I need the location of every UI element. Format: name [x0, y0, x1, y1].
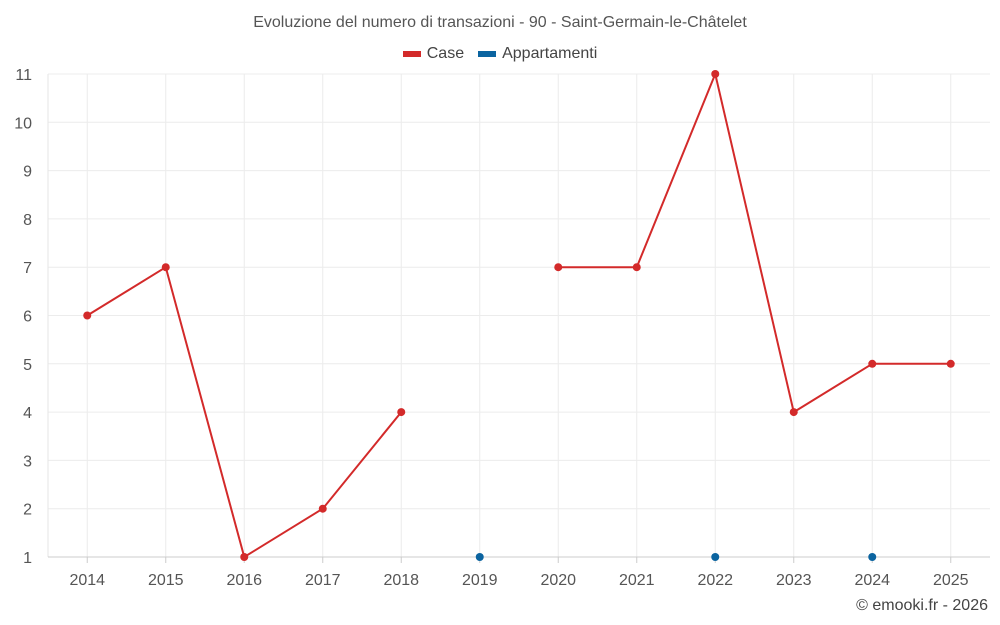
y-tick-label: 6 [23, 309, 32, 326]
y-tick-label: 9 [23, 164, 32, 181]
series-line-case [714, 73, 795, 414]
chart-title: Evoluzione del numero di transazioni - 9… [253, 14, 747, 31]
y-tick-label: 10 [14, 115, 32, 132]
series-line-case [164, 266, 246, 558]
y-tick-label: 11 [15, 67, 32, 84]
data-point-case [397, 408, 406, 417]
data-point-case [632, 263, 641, 272]
y-tick-label: 2 [23, 502, 32, 519]
legend-swatch-appartamenti [478, 51, 497, 57]
legend-label-case: Case [426, 45, 465, 62]
x-tick-label: 2021 [619, 572, 655, 589]
x-tick-label: 2020 [540, 572, 576, 589]
y-tick-label: 8 [23, 212, 32, 229]
y-tick-label: 7 [23, 260, 32, 277]
series-line-case [321, 411, 403, 510]
data-point-case [554, 263, 563, 272]
y-tick-label: 4 [23, 405, 32, 422]
series-line-case [243, 507, 324, 558]
x-tick-label: 2016 [226, 572, 262, 589]
legend-label-appartamenti: Appartamenti [502, 45, 598, 62]
data-point-case [83, 311, 92, 320]
data-point-case [946, 359, 955, 368]
series-line-case [792, 362, 874, 414]
legend-item-case[interactable]: Case [402, 45, 465, 63]
legend: Case Appartamenti [0, 45, 1000, 63]
data-point-case [789, 408, 798, 417]
y-tick-label: 1 [23, 550, 32, 567]
x-tick-label: 2023 [776, 572, 812, 589]
legend-swatch-case [402, 51, 421, 57]
data-point-case [711, 70, 720, 78]
data-point-appartamenti [475, 553, 484, 561]
x-tick-label: 2022 [697, 572, 733, 589]
x-tick-label: 2017 [305, 572, 341, 589]
x-tick-label: 2014 [69, 572, 105, 589]
x-tick-label: 2015 [148, 572, 184, 589]
series-line-case [635, 73, 717, 269]
data-point-case [318, 504, 327, 513]
legend-item-appartamenti[interactable]: Appartamenti [478, 45, 597, 63]
data-point-case [868, 359, 877, 368]
x-tick-label: 2018 [383, 572, 419, 589]
data-point-case [161, 263, 170, 272]
data-point-appartamenti [868, 553, 877, 561]
data-point-appartamenti [711, 553, 720, 561]
series-line-case [86, 266, 167, 317]
x-tick-label: 2025 [933, 572, 969, 589]
y-tick-label: 5 [23, 357, 32, 374]
x-tick-label: 2024 [854, 572, 890, 589]
y-tick-label: 3 [23, 453, 32, 470]
x-tick-label: 2019 [462, 572, 498, 589]
data-point-case [240, 553, 249, 561]
footer-credit: © emooki.fr - 2026 [856, 597, 988, 614]
